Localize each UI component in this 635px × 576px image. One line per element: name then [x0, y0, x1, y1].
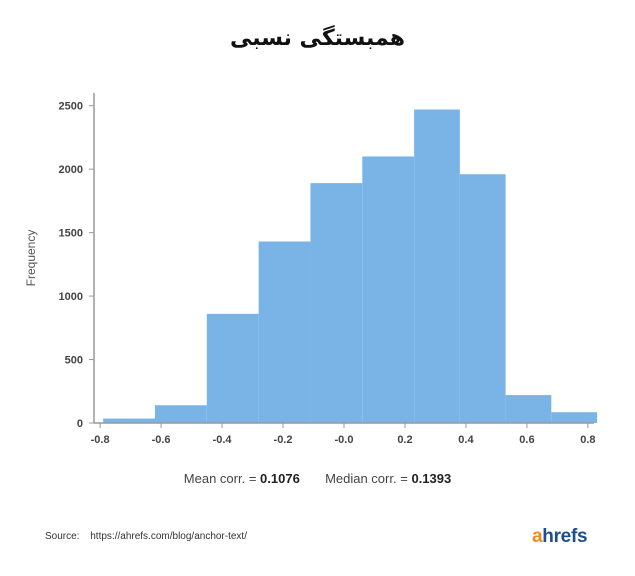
y-tick-label: 1000: [59, 291, 83, 303]
y-tick-label: 1500: [59, 228, 83, 240]
histogram-bar: [310, 183, 363, 423]
ahrefs-logo: ahrefs: [532, 526, 588, 547]
source-label: Source:: [45, 531, 80, 542]
histogram-bar: [206, 313, 259, 423]
histogram-bar: [459, 174, 506, 423]
y-tick-label: 500: [65, 355, 83, 367]
y-tick-label: 0: [77, 418, 83, 430]
y-axis-label: Frequency: [24, 230, 38, 287]
bars-group: [103, 109, 598, 423]
source-note: Source: https://ahrefs.com/blog/anchor-t…: [45, 531, 247, 542]
x-tick-label: 0.2: [397, 434, 412, 446]
mean-label: Mean corr. =: [183, 471, 257, 486]
histogram-bar: [414, 109, 460, 423]
x-tick-label: 0.8: [580, 434, 595, 446]
x-tick-label: 0.4: [458, 434, 474, 446]
mean-value: 0.1076: [260, 471, 300, 486]
chart-title: همبستگی نسبی: [230, 26, 405, 51]
median-value: 0.1393: [411, 471, 452, 486]
median-label: Median corr. =: [325, 471, 408, 486]
histogram-chart: 0 500 1000 1500 2000 2500 -0.8 -0.6 -0.4 -0.2 -0.0…: [24, 93, 598, 446]
x-tick-label: 0.6: [519, 434, 534, 446]
x-tick-label: -0.2: [274, 434, 293, 446]
stats-line: Mean corr. = 0.1076 Median corr. = 0.139…: [0, 471, 635, 486]
x-tick-label: -0.8: [91, 434, 110, 446]
histogram-bar: [103, 418, 155, 423]
axes-group: 0 500 1000 1500 2000 2500 -0.8 -0.6 -0.4 -0.2 -0.0…: [24, 93, 596, 446]
histogram-bar: [362, 156, 415, 423]
histogram-bar: [154, 405, 207, 423]
y-tick-label: 2000: [59, 164, 83, 176]
histogram-bar: [505, 395, 552, 423]
x-tick-label: -0.0: [335, 434, 354, 446]
x-tick-label: -0.6: [152, 434, 171, 446]
source-url[interactable]: https://ahrefs.com/blog/anchor-text/: [90, 531, 247, 542]
histogram-bar: [551, 412, 598, 423]
histogram-bar: [258, 241, 311, 423]
y-tick-label: 2500: [59, 101, 83, 113]
x-tick-label: -0.4: [213, 434, 233, 446]
